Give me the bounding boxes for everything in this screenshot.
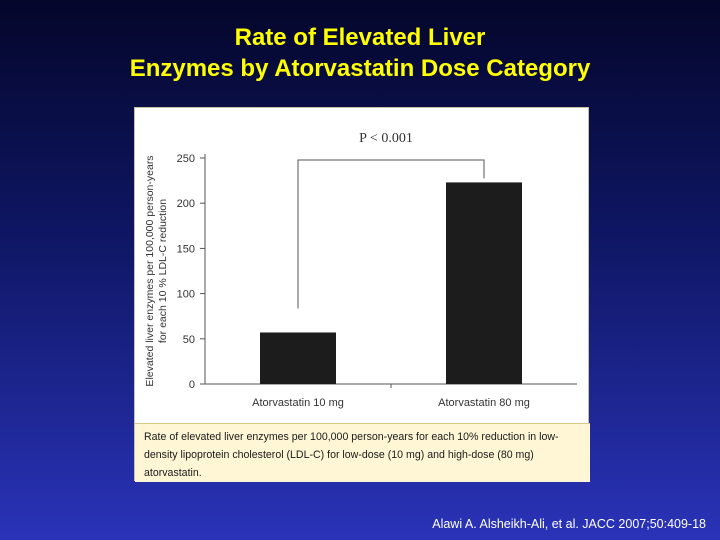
y-axis-label: Elevated liver enzymes per 100,000 perso… bbox=[144, 155, 169, 386]
y-tick-label: 0 bbox=[189, 379, 195, 391]
y-tick-label: 150 bbox=[177, 243, 195, 255]
slide-title: Rate of Elevated Liver Enzymes by Atorva… bbox=[0, 22, 720, 84]
title-line-2: Enzymes by Atorvastatin Dose Category bbox=[129, 55, 591, 82]
significance-label: P < 0.001 bbox=[359, 131, 413, 146]
x-tick-label: Atorvastatin 80 mg bbox=[438, 397, 530, 409]
chart-figure: 0 50 100 150 200 250 Atorvastatin 10 mg Atorvas… bbox=[134, 107, 590, 482]
bar-1 bbox=[260, 332, 336, 384]
significance-bracket bbox=[297, 159, 485, 309]
citation: Alawi A. Alsheikh-Ali, et al. JACC 2007;… bbox=[432, 517, 706, 531]
y-tick-label: 100 bbox=[177, 289, 195, 301]
y-tick-label: 200 bbox=[177, 198, 195, 210]
title-line-1: Rate of Elevated Liver bbox=[234, 24, 486, 51]
figure-caption: Rate of elevated liver enzymes per 100,0… bbox=[135, 423, 590, 482]
y-tick-label: 250 bbox=[177, 153, 195, 165]
y-axis-label-line: for each 10 % LDL-C reduction bbox=[157, 199, 169, 343]
bar-2 bbox=[446, 182, 522, 384]
x-tick-label: Atorvastatin 10 mg bbox=[252, 397, 344, 409]
y-axis-label-line: Elevated liver enzymes per 100,000 perso… bbox=[144, 155, 156, 386]
bar-chart: 0 50 100 150 200 250 Atorvastatin 10 mg Atorvas… bbox=[144, 131, 577, 409]
y-tick-label: 50 bbox=[183, 334, 195, 346]
